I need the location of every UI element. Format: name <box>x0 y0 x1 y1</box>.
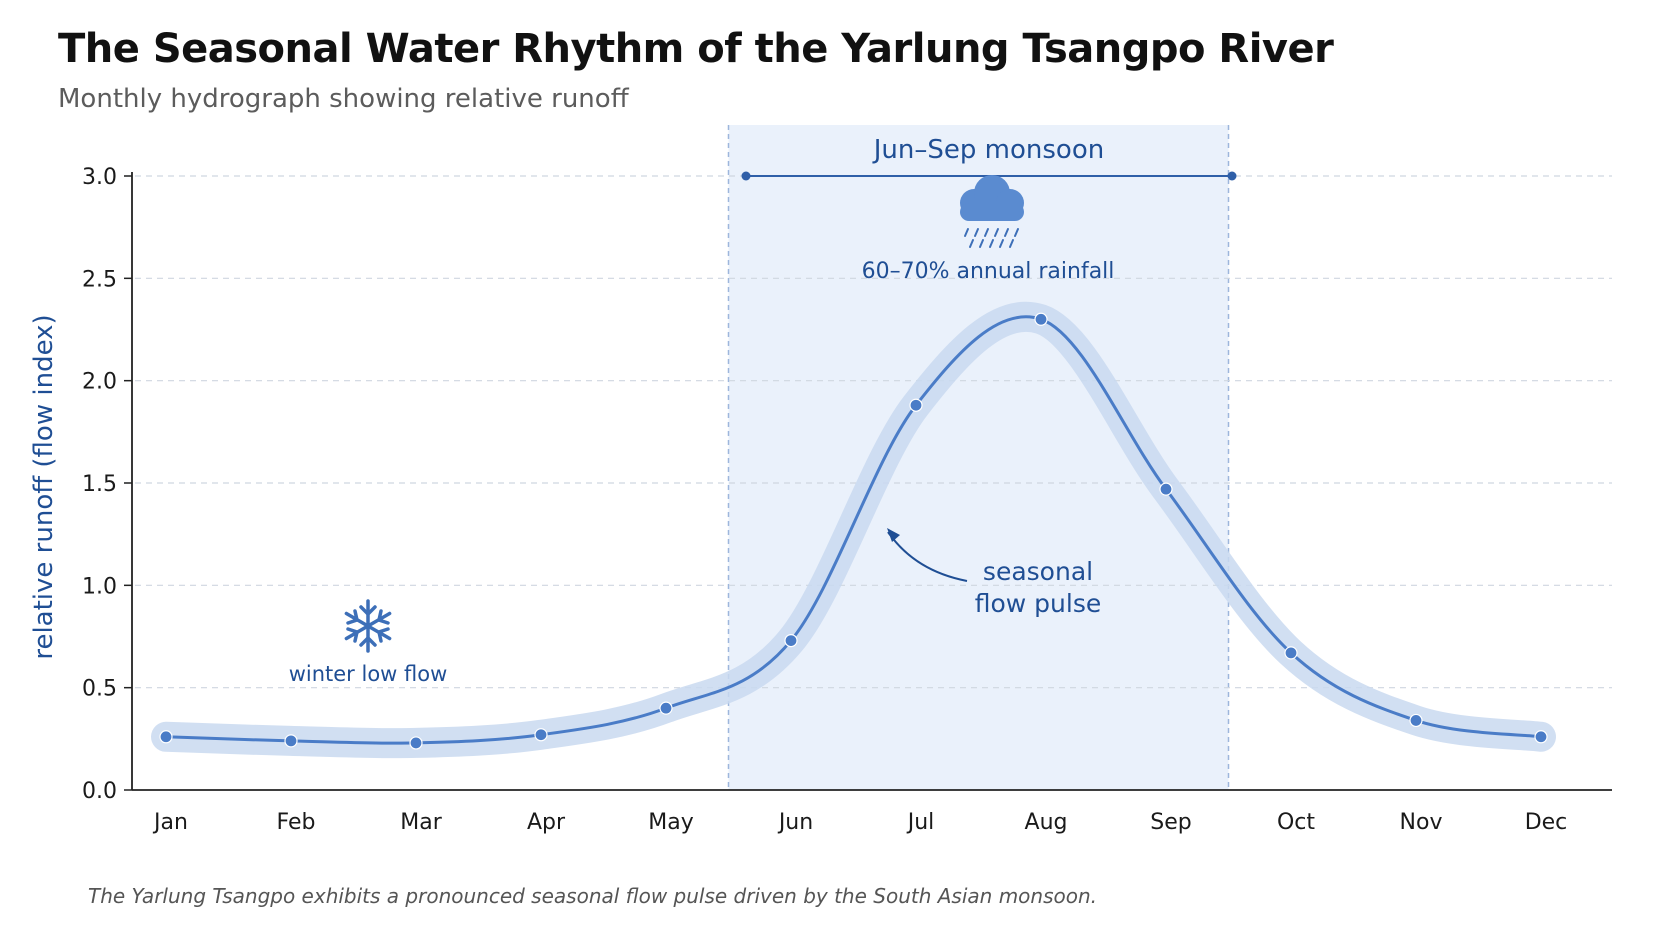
y-tick-label: 1.0 <box>82 574 117 599</box>
caption: The Yarlung Tsangpo exhibits a pronounce… <box>88 884 1098 908</box>
x-tick-label: Jul <box>906 810 935 835</box>
x-tick-label: Jun <box>777 810 813 835</box>
data-point-jun <box>784 633 798 648</box>
data-point-dec <box>1534 730 1548 744</box>
data-points <box>159 312 1548 750</box>
x-tick-label: Jan <box>152 810 188 835</box>
x-axis-ticks: Jan Feb Mar Apr May Jun Jul Aug Sep Oct Nov Dec <box>152 810 1567 835</box>
pulse-arrowhead <box>887 528 900 542</box>
y-tick-label: 3.0 <box>82 165 117 190</box>
data-point-nov <box>1409 713 1423 728</box>
rainfall-label: 60–70% annual rainfall <box>862 259 1115 284</box>
x-tick-label: Apr <box>527 810 566 835</box>
gridlines <box>124 175 1612 689</box>
data-point-feb <box>284 734 298 748</box>
data-point-apr <box>534 728 548 742</box>
chart-title: The Seasonal Water Rhythm of the Yarlung… <box>58 26 1334 72</box>
data-point-aug <box>1034 312 1048 326</box>
x-tick-label: Feb <box>277 810 316 835</box>
winter-label: winter low flow <box>289 662 448 686</box>
data-point-jan <box>159 730 173 744</box>
x-tick-label: Dec <box>1525 810 1568 835</box>
y-tick-label: 2.0 <box>82 370 117 395</box>
pulse-label-line2: flow pulse <box>975 589 1102 618</box>
y-tick-label: 1.5 <box>82 472 117 497</box>
data-point-sep <box>1159 482 1173 496</box>
monsoon-label: Jun–Sep monsoon <box>872 135 1104 165</box>
pulse-label-line1: seasonal <box>983 557 1093 586</box>
x-tick-label: Aug <box>1025 810 1068 835</box>
x-tick-label: Oct <box>1277 810 1315 835</box>
data-point-mar <box>409 736 423 750</box>
x-tick-label: May <box>648 810 693 835</box>
y-tick-label: 0.0 <box>82 779 117 804</box>
y-tick-label: 0.5 <box>82 677 117 702</box>
y-axis-ticks: 0.0 0.5 1.0 1.5 2.0 2.5 3.0 <box>82 165 132 804</box>
data-point-may <box>659 701 673 715</box>
snowflake-icon <box>344 599 392 653</box>
x-tick-label: Sep <box>1150 810 1191 835</box>
chart-subtitle: Monthly hydrograph showing relative runo… <box>58 84 629 114</box>
x-tick-label: Mar <box>400 810 442 835</box>
y-tick-label: 2.5 <box>82 267 117 292</box>
data-point-jul <box>909 398 923 412</box>
x-tick-label: Nov <box>1400 810 1443 835</box>
rain-cloud-icon <box>960 175 1024 248</box>
monsoon-bracket-start <box>741 171 751 181</box>
y-axis-label: relative runoff (flow index) <box>29 314 59 659</box>
monsoon-bracket-end <box>1227 171 1237 181</box>
data-point-oct <box>1284 646 1298 660</box>
